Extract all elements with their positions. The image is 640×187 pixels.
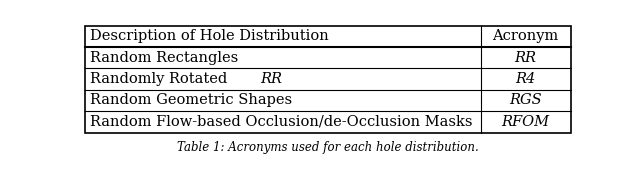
Text: Random Geometric Shapes: Random Geometric Shapes xyxy=(90,94,292,108)
Text: R4: R4 xyxy=(516,72,536,86)
Text: RGS: RGS xyxy=(509,94,542,108)
Text: Randomly Rotated: Randomly Rotated xyxy=(90,72,232,86)
Bar xyxy=(85,25,571,133)
Text: RFOM: RFOM xyxy=(502,115,550,129)
Text: Acronym: Acronym xyxy=(493,29,559,43)
Text: Random Rectangles: Random Rectangles xyxy=(90,51,238,65)
Text: Table 1: Acronyms used for each hole distribution.: Table 1: Acronyms used for each hole dis… xyxy=(177,141,479,154)
Text: Random Flow-based Occlusion/de-Occlusion Masks: Random Flow-based Occlusion/de-Occlusion… xyxy=(90,115,472,129)
Text: RR: RR xyxy=(515,51,537,65)
Text: Description of Hole Distribution: Description of Hole Distribution xyxy=(90,29,329,43)
Text: RR: RR xyxy=(260,72,282,86)
